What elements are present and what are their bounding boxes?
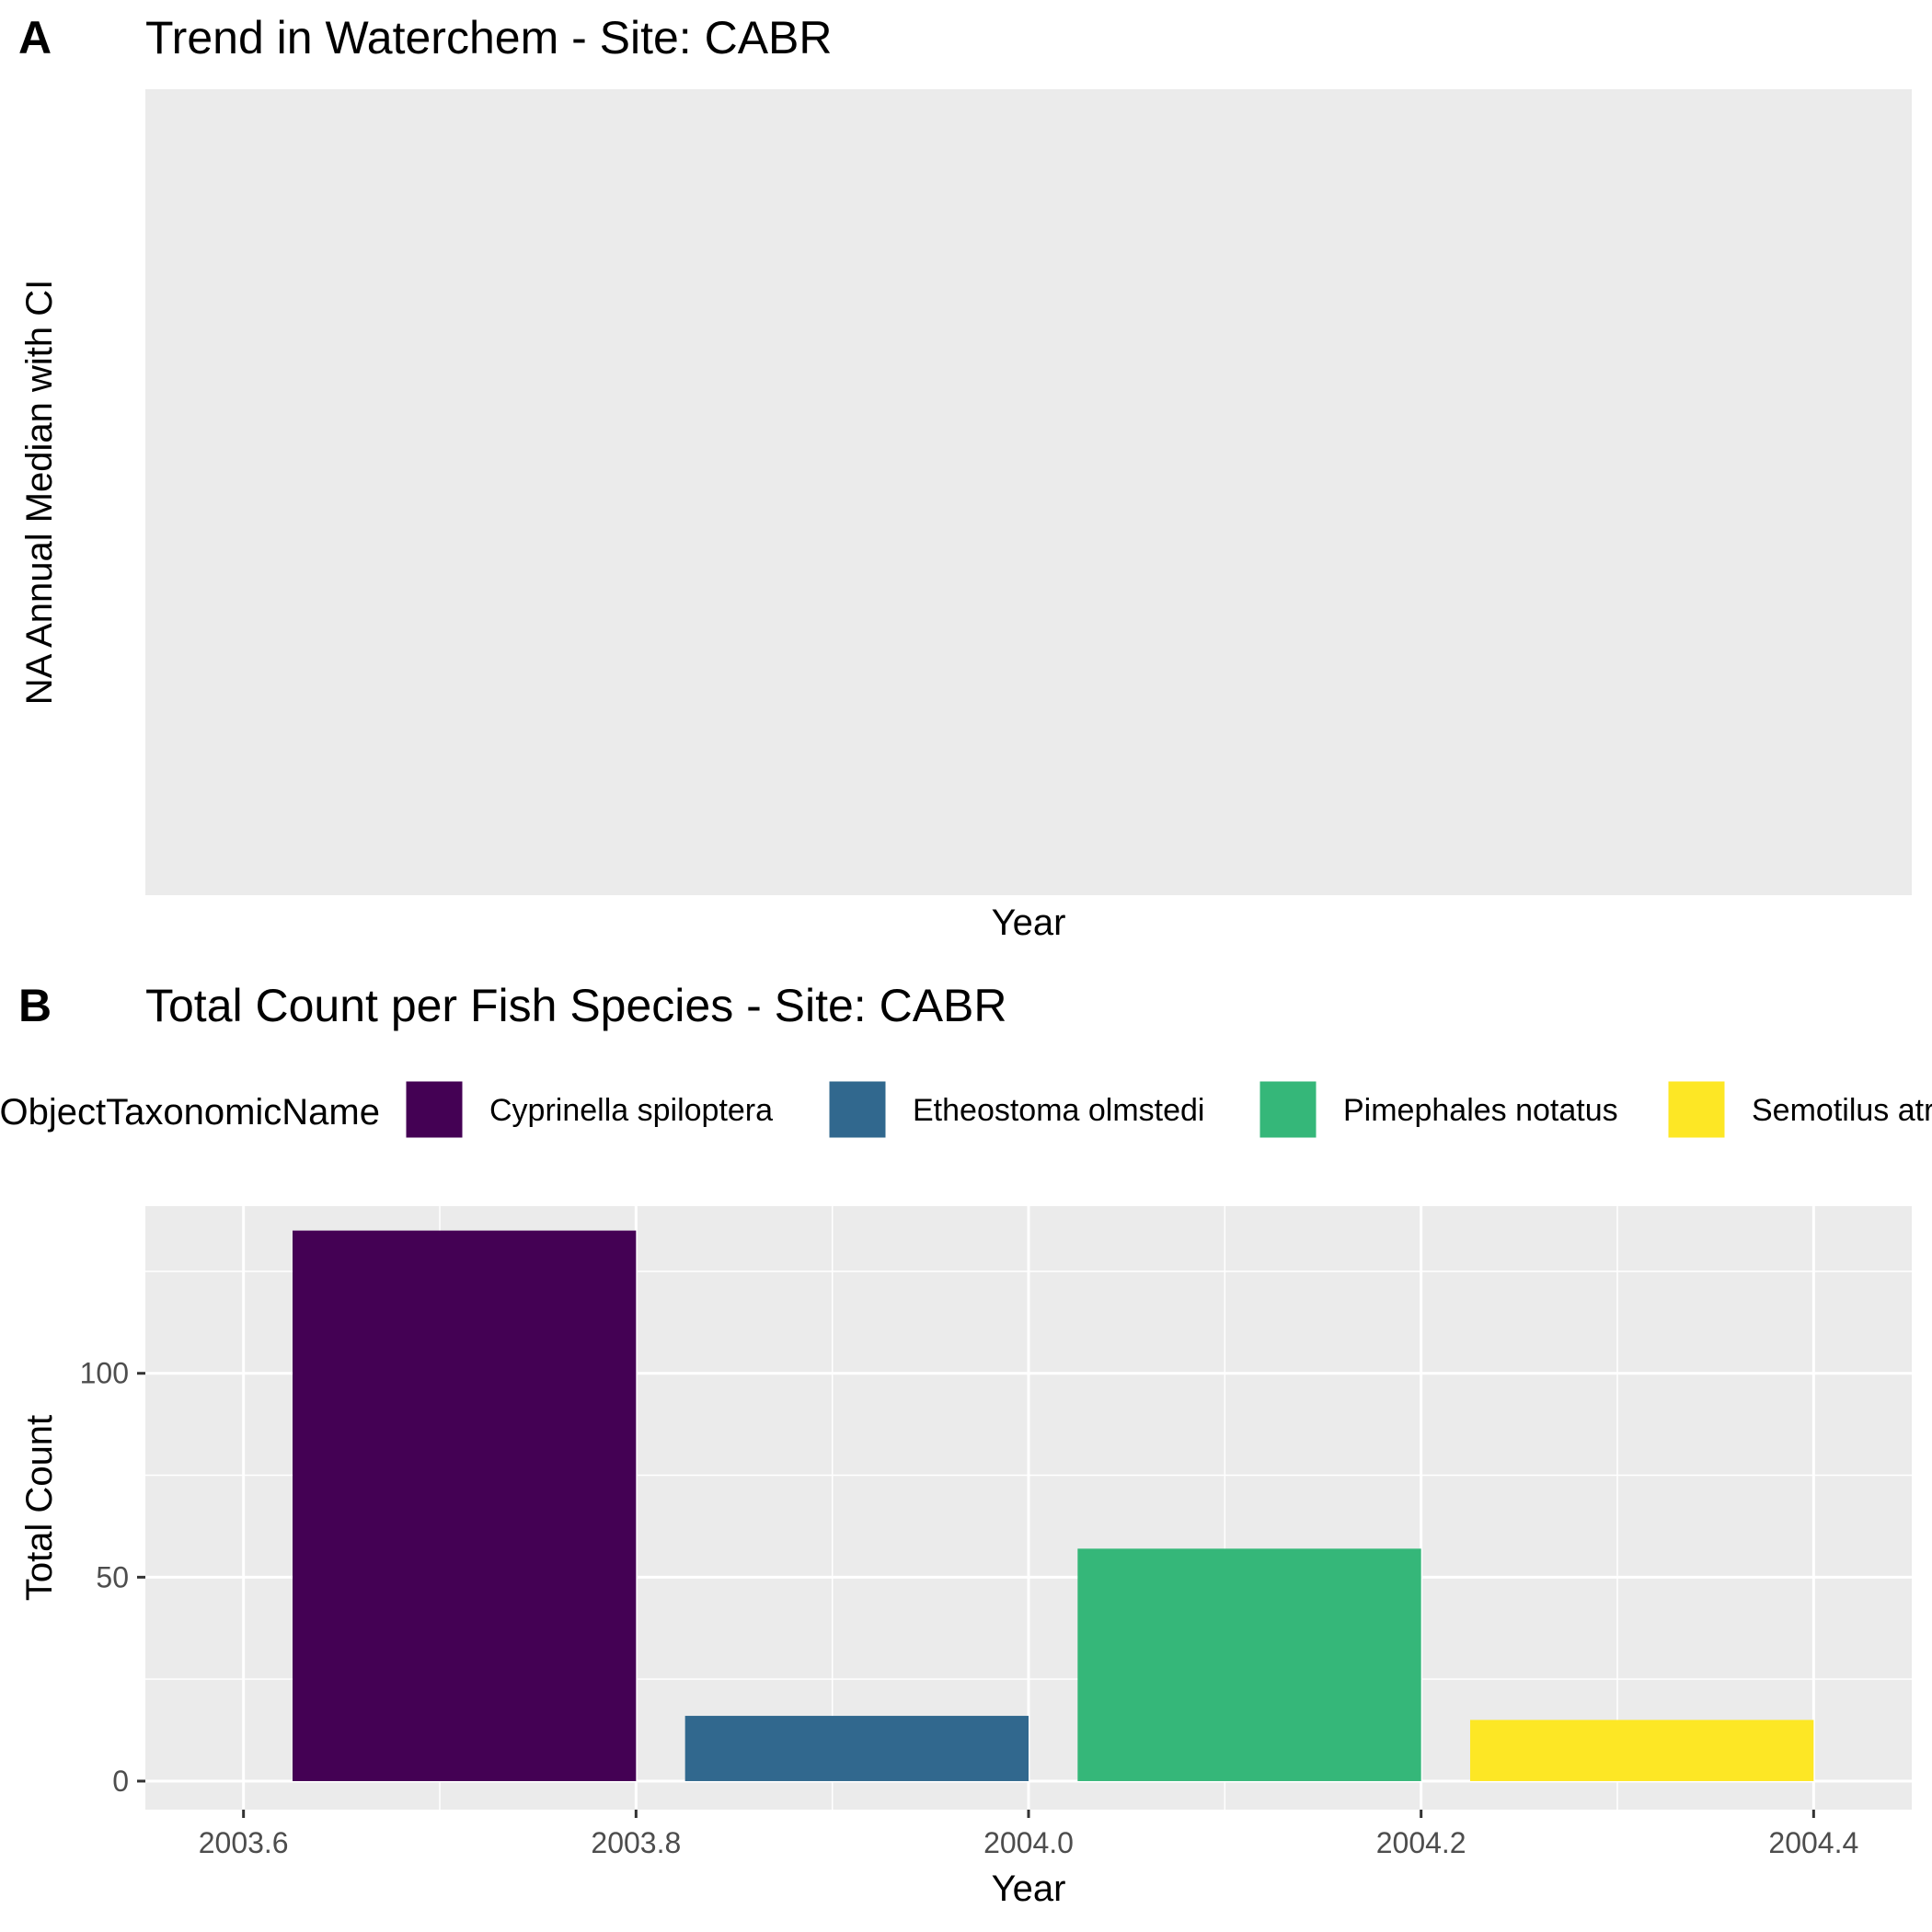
x-tick-label: 2003.8 (591, 1826, 681, 1859)
y-tick-label: 50 (96, 1560, 129, 1593)
panel-a-plot-area (145, 89, 1912, 895)
legend-label: Cyprinella spiloptera (489, 1093, 773, 1128)
y-tick-label: 0 (112, 1765, 129, 1798)
panel-b-title: Total Count per Fish Species - Site: CAB… (145, 980, 1007, 1031)
legend-label: Pimephales notatus (1343, 1093, 1618, 1128)
x-tick-label: 2003.6 (199, 1826, 289, 1859)
panel-b-axes: 2003.6 2003.8 2004.0 2004.2 2004.4 0 50 100 (80, 1357, 1859, 1859)
panel-b-bars (293, 1230, 1814, 1781)
legend-title: ObjectTaxonomicName (0, 1092, 380, 1133)
bar-1 (293, 1230, 637, 1781)
legend-label: Etheostoma olmstedi (913, 1093, 1205, 1128)
panel-b-y-axis-label: Total Count (19, 1415, 60, 1601)
x-tick-label: 2004.2 (1376, 1826, 1466, 1859)
legend-item: Pimephales notatus (1257, 1078, 1618, 1141)
panel-a-title: Trend in Waterchem - Site: CABR (145, 12, 833, 63)
legend-swatch (403, 1078, 466, 1141)
bar-4 (1470, 1719, 1814, 1781)
legend-items: Cyprinella spiloptera Etheostoma olmstedi… (403, 1078, 1932, 1141)
legend-item: Etheostoma olmstedi (826, 1078, 1205, 1141)
y-tick-label: 100 (80, 1357, 129, 1390)
panel-a: A Trend in Waterchem - Site: CABR NA Ann… (18, 12, 1912, 943)
panel-b-tag: B (18, 980, 52, 1031)
legend-swatch (1665, 1078, 1728, 1141)
legend: ObjectTaxonomicName Cyprinella spilopter… (0, 1078, 1932, 1141)
bar-3 (1077, 1548, 1421, 1781)
legend-item: Cyprinella spiloptera (403, 1078, 773, 1141)
panel-a-y-axis-label: NA Annual Median with CI (19, 280, 60, 705)
x-tick-label: 2004.0 (983, 1826, 1074, 1859)
panel-a-tag: A (18, 12, 52, 63)
bar-2 (684, 1716, 1029, 1781)
panel-b-x-axis-label: Year (992, 1869, 1066, 1909)
x-tick-label: 2004.4 (1768, 1826, 1858, 1859)
legend-label: Semotilus atromaculatus (1752, 1093, 1932, 1128)
legend-swatch (1257, 1078, 1319, 1141)
legend-swatch (826, 1078, 889, 1141)
panel-b: B Total Count per Fish Species - Site: C… (0, 980, 1932, 1909)
legend-item: Semotilus atromaculatus (1665, 1078, 1932, 1141)
panel-a-x-axis-label: Year (992, 903, 1066, 943)
